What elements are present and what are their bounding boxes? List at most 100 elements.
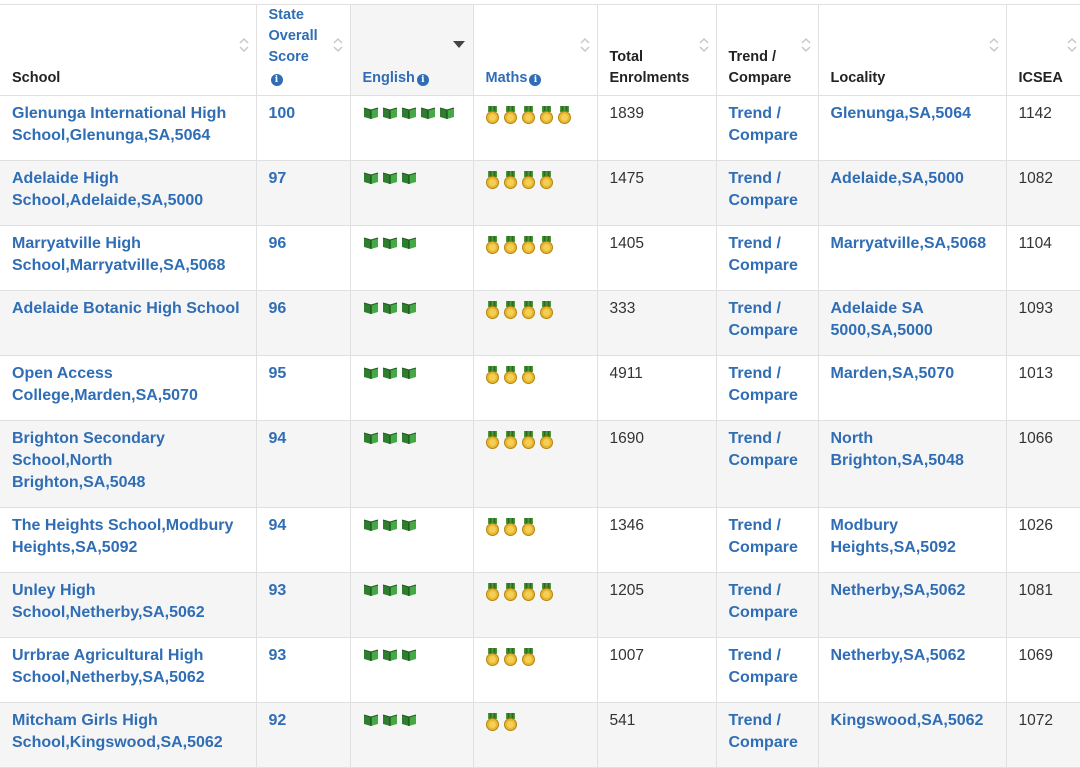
table-row: Glenunga International High School,Glenu… xyxy=(0,95,1080,161)
maths-cell xyxy=(473,637,598,703)
trend-compare-link[interactable]: Trend / Compare xyxy=(728,300,798,339)
medal-icon xyxy=(485,301,499,319)
info-icon[interactable]: i xyxy=(270,74,283,86)
score-cell: 92 xyxy=(256,702,351,768)
trend-compare-link[interactable]: Trend / Compare xyxy=(728,365,798,404)
trend-compare-link[interactable]: Trend / Compare xyxy=(728,647,798,686)
info-icon[interactable]: i xyxy=(529,74,542,86)
locality-link[interactable]: Netherby,SA,5062 xyxy=(830,647,966,664)
icsea-cell: 1104 xyxy=(1006,225,1080,291)
book-icon xyxy=(382,714,397,726)
header-score[interactable]: State Overall Score i xyxy=(256,4,351,96)
header-school[interactable]: School xyxy=(0,4,257,96)
trend-compare-link[interactable]: Trend / Compare xyxy=(728,582,798,621)
maths-rating xyxy=(485,298,585,319)
medal-icon xyxy=(485,431,499,449)
trend-cell: Trend / Compare xyxy=(716,160,819,226)
book-icon xyxy=(363,584,378,596)
maths-rating xyxy=(485,580,585,601)
header-row: School State Overall Scorei English i Mat… xyxy=(0,4,1080,96)
medal-icon xyxy=(485,583,499,601)
book-icon xyxy=(401,172,416,184)
header-maths[interactable]: Maths i xyxy=(473,4,598,96)
score-cell: 93 xyxy=(256,572,351,638)
trend-cell: Trend / Compare xyxy=(716,225,819,291)
school-link[interactable]: Adelaide High School,Adelaide,SA,5000 xyxy=(12,170,204,209)
maths-cell xyxy=(473,702,598,768)
sort-icon[interactable] xyxy=(332,36,344,54)
info-icon[interactable]: i xyxy=(416,74,429,86)
total-enrolments-cell: 1690 xyxy=(597,420,717,508)
score-cell: 94 xyxy=(256,420,351,508)
english-cell xyxy=(350,95,474,161)
trend-compare-link[interactable]: Trend / Compare xyxy=(728,517,798,556)
sort-descending-icon[interactable] xyxy=(452,41,465,49)
maths-cell xyxy=(473,225,598,291)
medal-icon xyxy=(521,301,535,319)
medal-icon xyxy=(521,171,535,189)
sort-icon[interactable] xyxy=(238,36,250,54)
english-rating xyxy=(363,168,461,189)
sort-icon[interactable] xyxy=(579,36,591,54)
locality-link[interactable]: Glenunga,SA,5064 xyxy=(830,105,972,122)
book-icon xyxy=(401,714,416,726)
book-icon xyxy=(382,432,397,444)
locality-link[interactable]: Marryatville,SA,5068 xyxy=(830,235,987,252)
school-link[interactable]: Adelaide Botanic High School xyxy=(12,300,240,317)
locality-link[interactable]: Adelaide SA 5000,SA,5000 xyxy=(830,300,933,339)
header-total[interactable]: Total Enrolments xyxy=(597,4,717,96)
locality-link[interactable]: Adelaide,SA,5000 xyxy=(830,170,964,187)
header-locality[interactable]: Locality xyxy=(818,4,1007,96)
trend-compare-link[interactable]: Trend / Compare xyxy=(728,170,798,209)
icsea-cell: 1093 xyxy=(1006,290,1080,356)
school-link[interactable]: Urrbrae Agricultural High School,Netherb… xyxy=(12,647,205,686)
table-row: Mitcham Girls High School,Kingswood,SA,5… xyxy=(0,702,1080,768)
maths-rating xyxy=(485,710,585,731)
school-link[interactable]: Mitcham Girls High School,Kingswood,SA,5… xyxy=(12,712,223,751)
table-row: Open Access College,Marden,SA,5070 95 4911… xyxy=(0,355,1080,421)
sort-icon[interactable] xyxy=(800,36,812,54)
book-icon xyxy=(363,714,378,726)
locality-link[interactable]: Kingswood,SA,5062 xyxy=(830,712,984,729)
english-rating xyxy=(363,233,461,254)
header-locality-label: Locality xyxy=(830,70,886,86)
medal-icon xyxy=(485,236,499,254)
medal-icon xyxy=(503,583,517,601)
icsea-cell: 1142 xyxy=(1006,95,1080,161)
medal-icon xyxy=(521,518,535,536)
school-cell: Mitcham Girls High School,Kingswood,SA,5… xyxy=(0,702,257,768)
school-link[interactable]: Brighton Secondary School,North Brighton… xyxy=(12,430,165,491)
trend-compare-link[interactable]: Trend / Compare xyxy=(728,105,798,144)
medal-icon xyxy=(521,583,535,601)
maths-cell xyxy=(473,95,598,161)
school-link[interactable]: Unley High School,Netherby,SA,5062 xyxy=(12,582,205,621)
locality-link[interactable]: Netherby,SA,5062 xyxy=(830,582,966,599)
locality-cell: Netherby,SA,5062 xyxy=(818,637,1007,703)
trend-compare-link[interactable]: Trend / Compare xyxy=(728,235,798,274)
school-cell: Marryatville High School,Marryatville,SA… xyxy=(0,225,257,291)
medal-icon xyxy=(485,648,499,666)
school-link[interactable]: Glenunga International High School,Glenu… xyxy=(12,105,227,144)
sort-icon[interactable] xyxy=(988,36,1000,54)
sort-icon[interactable] xyxy=(698,36,710,54)
locality-link[interactable]: Marden,SA,5070 xyxy=(830,365,955,382)
book-icon xyxy=(363,432,378,444)
school-cell: Adelaide High School,Adelaide,SA,5000 xyxy=(0,160,257,226)
school-link[interactable]: The Heights School,Modbury Heights,SA,50… xyxy=(12,517,234,556)
header-icsea[interactable]: ICSEA xyxy=(1006,4,1080,96)
school-link[interactable]: Marryatville High School,Marryatville,SA… xyxy=(12,235,226,274)
header-english[interactable]: English i xyxy=(350,4,474,96)
medal-icon xyxy=(521,648,535,666)
school-link[interactable]: Open Access College,Marden,SA,5070 xyxy=(12,365,198,404)
medal-icon xyxy=(503,106,517,124)
locality-link[interactable]: Modbury Heights,SA,5092 xyxy=(830,517,956,556)
locality-link[interactable]: North Brighton,SA,5048 xyxy=(830,430,964,469)
sort-icon[interactable] xyxy=(1066,36,1078,54)
header-trend[interactable]: Trend / Compare xyxy=(716,4,819,96)
total-enrolments-cell: 4911 xyxy=(597,355,717,421)
book-icon xyxy=(382,649,397,661)
trend-cell: Trend / Compare xyxy=(716,572,819,638)
medal-icon xyxy=(485,171,499,189)
trend-compare-link[interactable]: Trend / Compare xyxy=(728,430,798,469)
trend-compare-link[interactable]: Trend / Compare xyxy=(728,712,798,751)
